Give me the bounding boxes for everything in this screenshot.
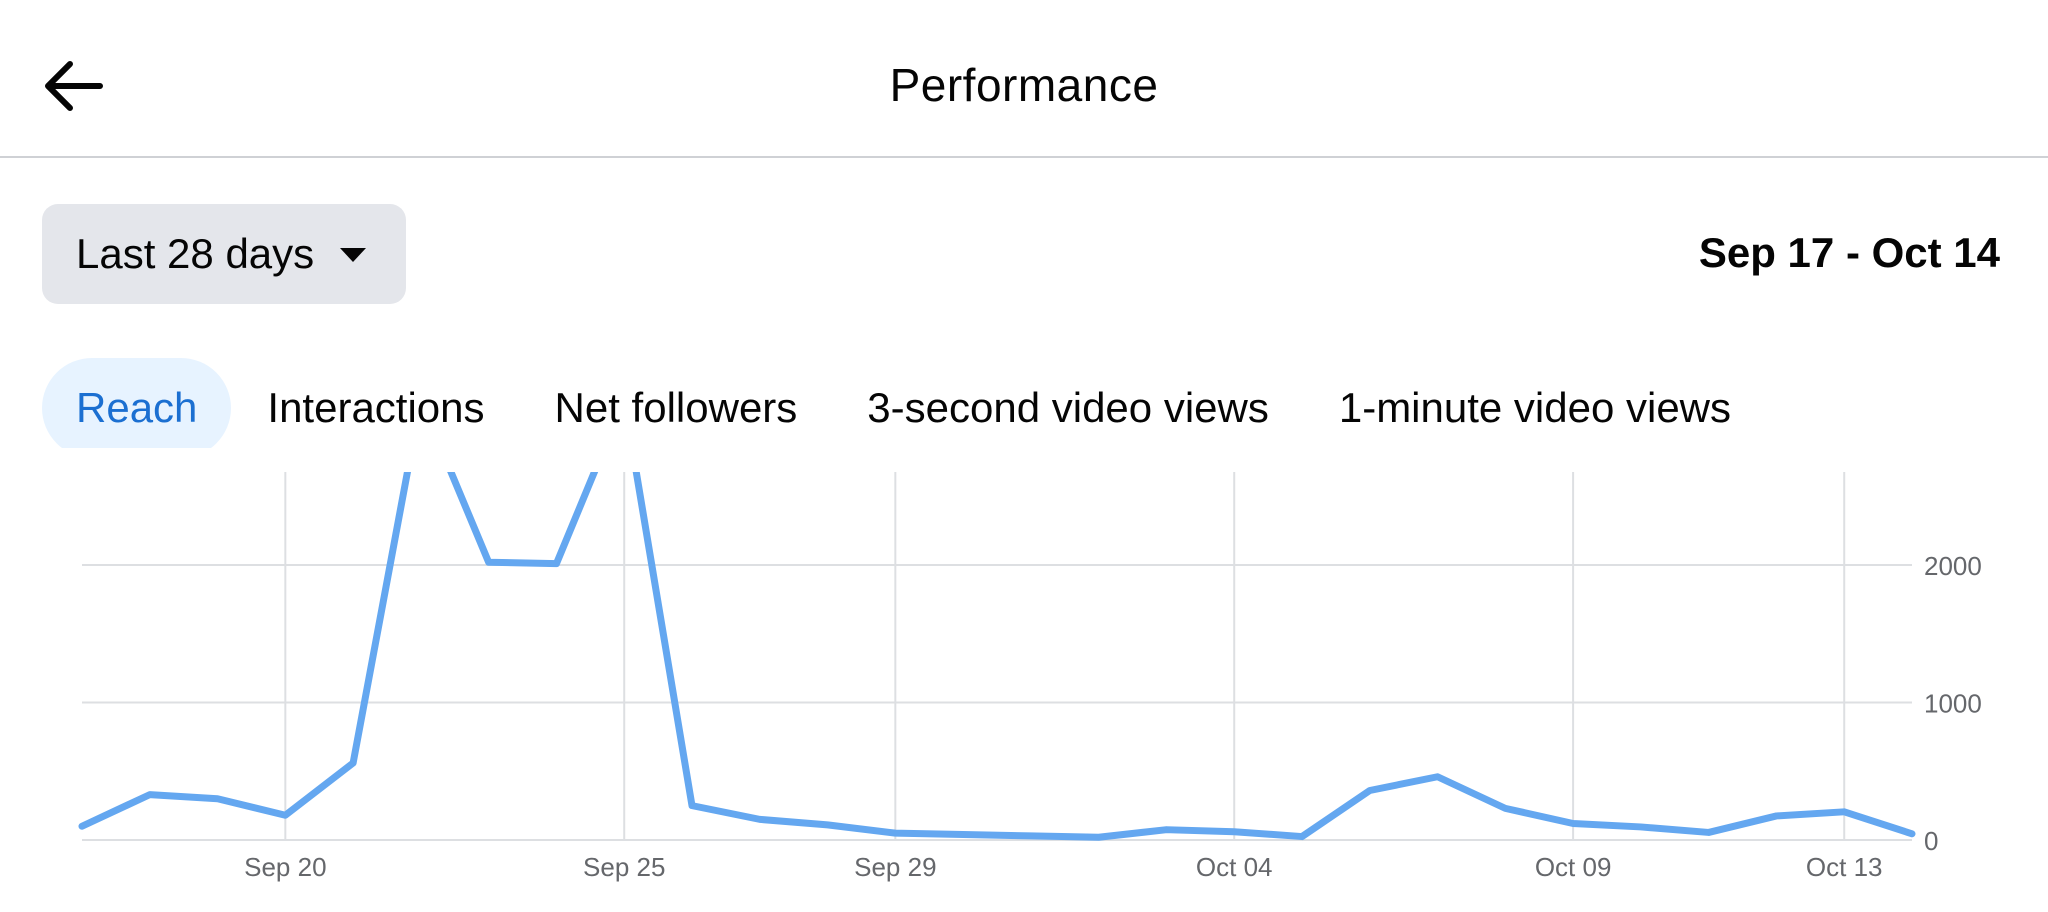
tab-3-second-video-views[interactable]: 3-second video views (867, 384, 1269, 431)
x-tick-label: Sep 29 (854, 852, 936, 882)
reach-series-line (78, 472, 1916, 841)
y-tick-label: 1000 (1924, 689, 1982, 719)
date-range-text: Sep 17 - Oct 14 (1698, 229, 2000, 276)
page-title: Performance (889, 59, 1159, 111)
x-tick-label: Sep 25 (583, 852, 665, 882)
caret-down-icon (340, 248, 367, 262)
back-button[interactable] (36, 50, 108, 122)
y-tick-label: 0 (1924, 826, 1938, 856)
x-tick-label: Oct 13 (1806, 852, 1883, 882)
y-tick-label: 2000 (1924, 551, 1982, 581)
x-tick-label: Sep 20 (244, 852, 326, 882)
metric-tabs: Reach Interactions Net followers 3-secon… (42, 358, 1767, 448)
x-tick-label: Oct 09 (1535, 852, 1612, 882)
reach-line-chart: 0 1000 2000 Sep 20 Sep 25 Sep 29 Oct 04 Oct 09 O… (78, 472, 1982, 882)
date-range-dropdown-label: Last 28 days (76, 230, 315, 277)
reach-chart: 0 1000 2000 Sep 20 Sep 25 Sep 29 Oct 04 Oct 09 O… (0, 472, 2048, 912)
tab-interactions[interactable]: Interactions (267, 384, 485, 431)
top-bar: Performance (0, 0, 2048, 158)
x-tick-label: Oct 04 (1196, 852, 1273, 882)
tab-reach[interactable]: Reach (42, 358, 232, 448)
date-range-dropdown[interactable]: Last 28 days (42, 204, 406, 304)
tab-1-minute-video-views[interactable]: 1-minute video views (1338, 384, 1732, 431)
tab-net-followers[interactable]: Net followers (554, 384, 798, 431)
back-arrow-icon (45, 61, 103, 111)
